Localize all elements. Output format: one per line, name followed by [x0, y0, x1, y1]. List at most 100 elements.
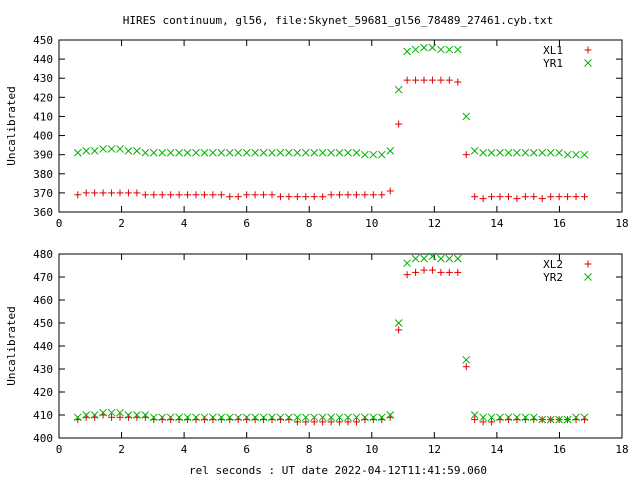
data-point-yr1 [403, 47, 411, 56]
data-point-yr2 [496, 413, 504, 422]
data-point-yr1-stroke-b [377, 150, 386, 159]
data-point-xl2 [454, 268, 462, 276]
data-point-xl1 [99, 189, 107, 197]
data-point-yr2 [293, 413, 302, 422]
data-point-xl1 [428, 76, 436, 84]
x-tick-label: 8 [306, 217, 313, 230]
data-point-yr2-stroke-b [225, 413, 234, 422]
data-point-yr2 [369, 413, 378, 422]
y-tick-label: 400 [33, 130, 53, 143]
data-point-yr1-stroke-b [158, 148, 167, 157]
data-point-yr1-stroke-b [420, 43, 428, 52]
data-point-yr2-stroke-b [124, 411, 133, 419]
data-point-xl1 [504, 193, 512, 201]
data-point-yr1 [133, 146, 141, 155]
data-point-yr2-stroke-b [327, 413, 335, 422]
data-point-yr1 [487, 148, 496, 157]
data-point-xl1 [74, 191, 82, 199]
data-point-yr2 [470, 411, 479, 419]
data-point-yr1-stroke-b [538, 148, 547, 157]
data-point-xl1 [167, 191, 175, 199]
data-point-yr2-stroke-b [504, 413, 513, 422]
data-point-yr1-stroke-b [563, 150, 572, 159]
y-tick-label: 430 [33, 72, 53, 85]
data-point-yr2 [225, 413, 234, 422]
data-point-xl2 [116, 413, 124, 421]
data-point-xl1 [530, 193, 538, 201]
data-point-xl1 [293, 193, 301, 201]
data-point-yr2-stroke-b [183, 413, 192, 422]
data-point-yr1 [445, 45, 454, 54]
y-tick-label: 470 [33, 271, 53, 284]
data-point-xl1 [209, 191, 217, 199]
data-point-yr2 [259, 413, 268, 422]
data-point-xl1 [319, 193, 327, 201]
data-point-yr2-stroke-b [90, 411, 99, 419]
data-point-yr1-stroke-b [285, 148, 293, 157]
data-point-yr1 [225, 148, 234, 157]
data-point-xl2 [420, 266, 428, 274]
data-point-yr2 [285, 413, 293, 422]
x-tick-label: 10 [365, 443, 378, 456]
data-point-yr1 [301, 148, 310, 157]
data-point-yr1-stroke-b [479, 148, 487, 157]
data-point-xl1 [521, 193, 529, 201]
x-tick-label: 0 [56, 217, 63, 230]
data-point-yr2-stroke-b [529, 413, 538, 422]
data-point-xl1 [437, 76, 445, 84]
data-point-yr1 [149, 148, 158, 157]
data-point-yr1-stroke-b [394, 85, 403, 94]
data-point-xl1 [352, 191, 360, 199]
data-point-yr1-stroke-b [90, 146, 99, 155]
data-point-yr1-stroke-b [529, 148, 538, 157]
y-tick-label: 370 [33, 187, 53, 200]
data-point-yr2-stroke-b [310, 413, 319, 422]
data-point-yr1-stroke-b [200, 148, 209, 157]
data-point-yr2 [538, 415, 547, 424]
data-point-yr2-stroke-b [411, 254, 420, 263]
data-point-yr2 [183, 413, 192, 422]
x-tick-label: 6 [243, 443, 250, 456]
data-point-yr1 [335, 148, 344, 157]
data-point-yr2 [133, 411, 141, 419]
data-point-yr1 [318, 148, 327, 157]
y-tick-label: 380 [33, 168, 53, 181]
data-point-yr2 [90, 411, 99, 419]
data-point-xl1 [302, 193, 310, 201]
x-tick-label: 10 [365, 217, 378, 230]
data-point-yr1 [504, 148, 513, 157]
data-point-yr1-stroke-b [487, 148, 496, 157]
data-point-yr1-stroke-b [411, 45, 420, 54]
data-point-xl2 [352, 418, 360, 426]
data-point-yr2 [521, 413, 530, 422]
data-point-yr1-stroke-b [335, 148, 344, 157]
data-point-yr2-stroke-b [259, 413, 268, 422]
data-point-yr2 [428, 252, 437, 261]
data-point-yr1 [200, 148, 209, 157]
data-point-yr1 [166, 148, 175, 157]
data-point-xl2 [319, 418, 327, 426]
data-point-xl2 [445, 268, 453, 276]
data-point-yr1-stroke-b [361, 150, 369, 159]
data-point-yr2-stroke-b [563, 415, 572, 424]
data-point-yr2-stroke-b [242, 413, 251, 422]
y-tick-label: 450 [33, 317, 53, 330]
data-point-yr1 [242, 148, 251, 157]
data-point-yr2-stroke-b [158, 413, 167, 422]
y-tick-label: 450 [33, 34, 53, 47]
data-point-yr1 [90, 146, 99, 155]
data-point-yr1 [369, 150, 378, 159]
data-point-yr2-stroke-b [361, 413, 369, 422]
data-point-yr2 [580, 413, 589, 422]
data-point-yr1 [470, 146, 479, 155]
data-point-yr2 [242, 413, 251, 422]
data-point-yr1 [572, 150, 580, 159]
data-point-yr2-stroke-b [285, 413, 293, 422]
data-point-xl1 [479, 195, 487, 203]
legend-marker-xl2 [584, 260, 592, 268]
data-point-yr1 [192, 148, 200, 157]
data-point-yr1-stroke-b [124, 146, 133, 155]
data-point-yr1 [377, 150, 386, 159]
data-point-yr1 [175, 148, 183, 157]
data-point-xl1 [547, 193, 555, 201]
